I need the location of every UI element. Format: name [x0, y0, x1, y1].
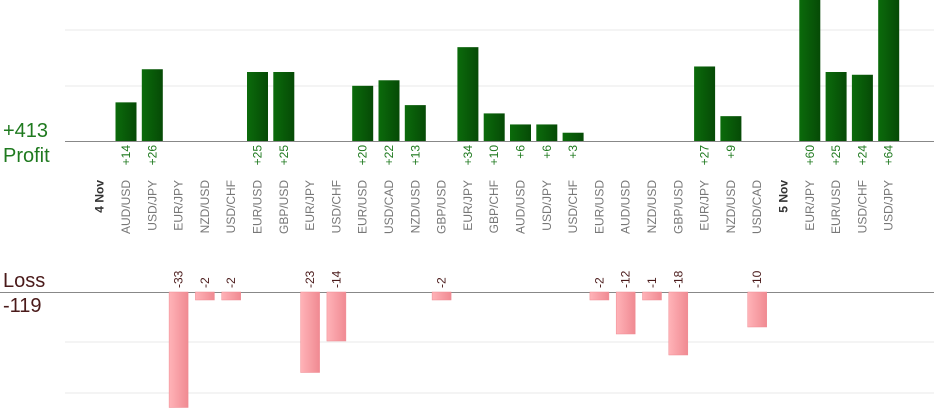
date-label: 5 Nov [777, 180, 791, 213]
loss-value-label: -23 [303, 270, 317, 288]
profit-bar [141, 69, 163, 141]
pair-label: USD/CHF [224, 180, 238, 233]
loss-value-label: -14 [329, 270, 343, 288]
pair-label: EUR/USD [356, 180, 370, 234]
pair-label: USD/CHF [566, 180, 580, 233]
profit-value-label: +10 [487, 145, 501, 166]
profit-value-label: +27 [698, 145, 712, 166]
pair-label: GBP/USD [435, 180, 449, 234]
loss-value-label: -33 [172, 270, 186, 288]
pair-label: AUD/USD [619, 180, 633, 234]
profit-value-label: +3 [566, 145, 580, 159]
profit-bar [510, 124, 531, 141]
pair-label: EUR/JPY [461, 180, 475, 231]
pair-label: EUR/USD [592, 180, 606, 234]
loss-value-label: -2 [198, 277, 212, 288]
loss-bar [221, 291, 241, 301]
loss-bar [589, 291, 610, 301]
profit-bar [273, 72, 295, 141]
profit-value-label: +13 [408, 145, 422, 166]
loss-bar [668, 291, 689, 356]
profit-bar [115, 102, 137, 141]
pair-label: NZD/USD [198, 180, 212, 234]
pair-label: EUR/JPY [803, 180, 817, 231]
pair-label: NZD/USD [408, 180, 422, 234]
loss-bar [326, 291, 347, 342]
profit-value-label: +20 [356, 145, 370, 166]
pair-label: EUR/JPY [698, 180, 712, 231]
loss-value-label: -1 [645, 277, 659, 288]
loss-bar [195, 291, 215, 301]
loss-label: Loss [3, 270, 46, 292]
profit-value-label: +64 [882, 145, 896, 166]
profit-value-label: +22 [382, 145, 396, 166]
profit-value-label: +24 [855, 145, 869, 166]
pair-label: EUR/USD [251, 180, 265, 234]
pair-label: GBP/CHF [487, 180, 501, 233]
loss-bar [168, 291, 189, 408]
profit-bar [851, 74, 873, 141]
loss-bar [747, 291, 767, 328]
pair-label: EUR/JPY [172, 180, 186, 231]
loss-total: -119 [3, 295, 42, 317]
profit-value-label: +25 [251, 145, 265, 166]
pair-label: NZD/USD [724, 180, 738, 234]
profit-bar [720, 116, 742, 141]
profit-bar [457, 47, 479, 141]
profit-value-label: +25 [277, 145, 291, 166]
profit-value-label: +9 [724, 145, 738, 159]
pair-label: USD/CAD [382, 180, 396, 234]
pair-label: USD/JPY [145, 180, 159, 231]
pair-label: GBP/USD [277, 180, 291, 234]
profit-bar [878, 0, 900, 141]
profit-value-label: +26 [145, 145, 159, 166]
pair-label: USD/CHF [855, 180, 869, 233]
pair-label: USD/CAD [750, 180, 764, 234]
profit-value-label: +60 [803, 145, 817, 166]
pair-label: EUR/USD [829, 180, 843, 234]
profit-bar [483, 113, 505, 141]
loss-bar [642, 291, 662, 301]
loss-value-label: -18 [671, 270, 685, 288]
pair-label: USD/CHF [329, 180, 343, 233]
profit-bar [404, 105, 426, 141]
pair-label: AUD/USD [514, 180, 528, 234]
profit-value-label: +6 [514, 145, 528, 159]
profit-bar [378, 80, 400, 141]
loss-bar [300, 291, 320, 373]
loss-value-label: -10 [750, 270, 764, 288]
profit-value-label: +25 [829, 145, 843, 166]
pair-label: NZD/USD [645, 180, 659, 234]
loss-value-label: -2 [592, 277, 606, 288]
profit-bar [247, 72, 268, 141]
loss-value-label: -2 [224, 277, 238, 288]
pair-label: USD/JPY [882, 180, 896, 231]
loss-bar [431, 291, 452, 301]
profit-bar [825, 72, 847, 141]
profit-bar [536, 124, 558, 141]
loss-bar [615, 291, 636, 335]
profit-total: +413 [3, 120, 49, 142]
pair-label: AUD/USD [119, 180, 133, 234]
profit-value-label: +14 [119, 145, 133, 166]
profit-value-label: +6 [540, 145, 554, 159]
loss-value-label: -12 [619, 270, 633, 288]
pair-label: EUR/JPY [303, 180, 317, 231]
pair-label: GBP/USD [671, 180, 685, 234]
profit-label: Profit [3, 145, 50, 167]
profit-bar [562, 132, 584, 141]
loss-value-label: -2 [435, 277, 449, 288]
profit-value-label: +34 [461, 145, 475, 166]
pair-label: USD/JPY [540, 180, 554, 231]
profit-bar [694, 66, 716, 141]
profit-bar [352, 85, 374, 141]
profit-bar [799, 0, 821, 141]
date-label: 4 Nov [93, 180, 107, 213]
